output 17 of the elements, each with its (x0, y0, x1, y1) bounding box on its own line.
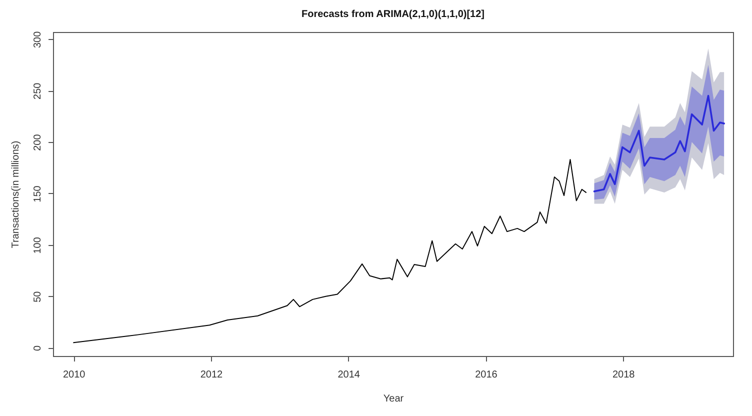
y-tick-label: 100 (32, 236, 44, 254)
y-tick-label: 150 (32, 185, 44, 202)
x-tick-label: 2014 (338, 370, 360, 380)
x-tick-label: 2018 (612, 370, 636, 380)
line-series (593, 94, 725, 192)
x-axis-title: Year (383, 394, 404, 404)
x-tick-label: 2010 (62, 370, 86, 380)
x-tick-label: 2012 (200, 370, 224, 380)
chart-title: Forecasts from ARIMA(2,1,0)(1,1,0)[12] (301, 8, 485, 20)
y-axis-title: Transactions(in millions) (10, 140, 22, 248)
x-tick-label: 2016 (475, 370, 498, 380)
y-tick-label: 250 (32, 82, 44, 100)
y-tick-label: 300 (32, 30, 44, 48)
y-tick-label: 0 (32, 345, 44, 352)
y-tick-label: 200 (32, 134, 44, 151)
line-series (73, 159, 587, 344)
y-tick-label: 50 (32, 290, 44, 302)
